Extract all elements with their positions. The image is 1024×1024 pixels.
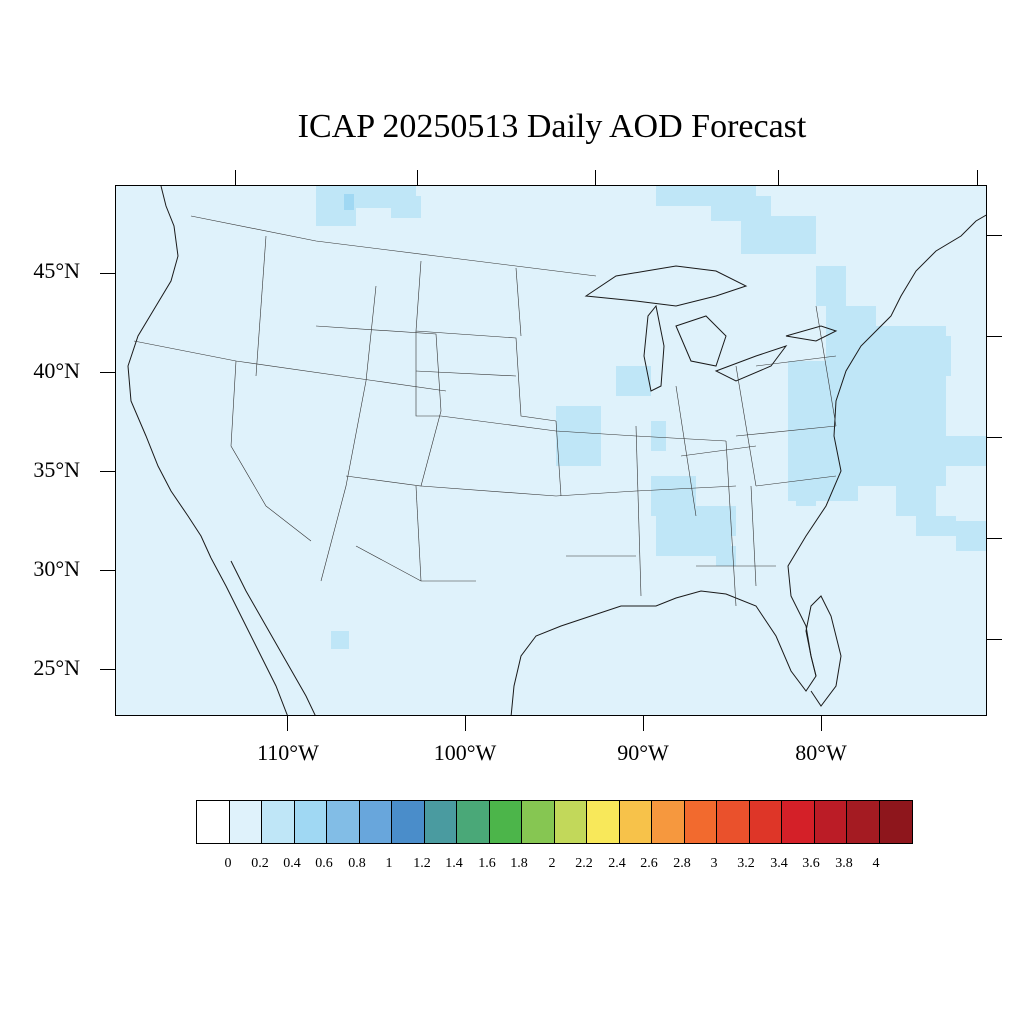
tick-bottom (287, 716, 288, 731)
colorbar-swatch (327, 801, 360, 843)
colorbar-label: 0.4 (283, 856, 301, 871)
tick-top (977, 170, 978, 185)
colorbar-swatch (782, 801, 815, 843)
colorbar-swatch (749, 801, 782, 843)
colorbar-label: 0.6 (315, 856, 333, 871)
tick-right (987, 639, 1002, 640)
tick-right (987, 336, 1002, 337)
lat-label-45: 45°N (33, 258, 80, 283)
colorbar-swatch (197, 801, 230, 843)
aod-colorbar (196, 800, 913, 844)
aod-peak-patch (344, 194, 354, 210)
colorbar-label: 3 (710, 856, 718, 871)
tick-left (100, 273, 115, 274)
tick-top (235, 170, 236, 185)
colorbar-label: 3.8 (835, 856, 853, 871)
lon-label-100w: 100°W (433, 740, 497, 765)
colorbar-label: 0.8 (348, 856, 366, 871)
colorbar-label: 3.2 (737, 856, 755, 871)
colorbar-label: 3.6 (802, 856, 820, 871)
colorbar-label: 1.8 (510, 856, 528, 871)
lon-label-80w: 80°W (795, 740, 847, 765)
lon-label-110w: 110°W (257, 740, 319, 765)
colorbar-swatch (229, 801, 262, 843)
tick-left (100, 372, 115, 373)
lat-label-25: 25°N (33, 655, 80, 680)
coastlines (127, 186, 986, 715)
colorbar-label: 1 (385, 856, 393, 871)
colorbar-swatch (717, 801, 750, 843)
colorbar-swatch (294, 801, 327, 843)
colorbar-swatch (359, 801, 392, 843)
map-canvas (127, 186, 986, 715)
colorbar-label: 2.6 (640, 856, 658, 871)
colorbar-swatch (684, 801, 717, 843)
colorbar-label: 1.4 (445, 856, 463, 871)
lat-label-30: 30°N (33, 556, 80, 581)
colorbar-label: 0 (224, 856, 232, 871)
aod-patches (316, 186, 986, 649)
colorbar-swatch (522, 801, 555, 843)
colorbar-label: 2.2 (575, 856, 593, 871)
lat-label-40: 40°N (33, 358, 80, 383)
colorbar-label: 1.2 (413, 856, 431, 871)
colorbar-swatch (814, 801, 847, 843)
tick-bottom (465, 716, 466, 731)
colorbar-swatch (489, 801, 522, 843)
colorbar-swatch (879, 801, 912, 843)
lat-label-35: 35°N (33, 457, 80, 482)
colorbar-swatch (262, 801, 295, 843)
tick-left (100, 669, 115, 670)
colorbar-swatch (424, 801, 457, 843)
colorbar-label: 2 (548, 856, 556, 871)
colorbar-swatch (619, 801, 652, 843)
colorbar-label: 3.4 (770, 856, 788, 871)
tick-left (100, 570, 115, 571)
tick-right (987, 235, 1002, 236)
map-title: ICAP 20250513 Daily AOD Forecast (297, 108, 807, 145)
colorbar-swatch (392, 801, 425, 843)
colorbar-swatch (652, 801, 685, 843)
colorbar-label: 2.4 (608, 856, 626, 871)
tick-top (778, 170, 779, 185)
colorbar-swatch (847, 801, 880, 843)
tick-right (987, 437, 1002, 438)
tick-left (100, 471, 115, 472)
aod-map[interactable] (115, 185, 987, 716)
colorbar-swatch (457, 801, 490, 843)
tick-bottom (643, 716, 644, 731)
colorbar-label: 4 (872, 856, 880, 871)
tick-right (987, 538, 1002, 539)
state-borders (133, 215, 837, 607)
colorbar-label: 2.8 (673, 856, 691, 871)
colorbar-label: 1.6 (478, 856, 496, 871)
colorbar-swatch (554, 801, 587, 843)
tick-top (595, 170, 596, 185)
colorbar-swatch (587, 801, 620, 843)
colorbar-label: 0.2 (251, 856, 269, 871)
tick-bottom (821, 716, 822, 731)
lon-label-90w: 90°W (617, 740, 669, 765)
tick-top (417, 170, 418, 185)
